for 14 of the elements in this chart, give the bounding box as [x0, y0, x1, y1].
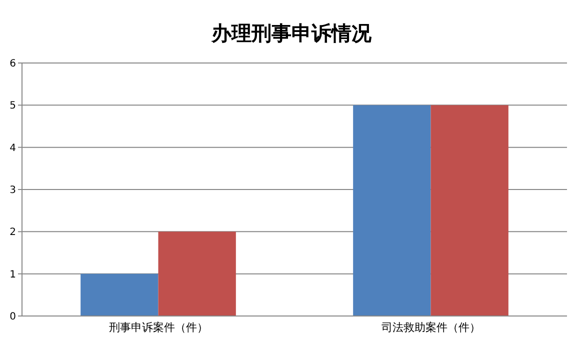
y-tick-label: 6	[10, 58, 16, 70]
x-tick-label: 司法救助案件（件）	[381, 321, 480, 334]
y-tick-label: 4	[10, 142, 16, 154]
bar	[430, 105, 508, 316]
y-tick-label: 2	[10, 227, 16, 238]
x-tick-label: 刑事申诉案件（件）	[108, 321, 208, 334]
chart-title: 办理刑事申诉情况	[210, 21, 372, 45]
bar	[353, 105, 431, 316]
bar	[158, 232, 236, 316]
y-tick-label: 0	[10, 312, 16, 322]
bar	[80, 274, 158, 316]
y-tick-label: 1	[10, 269, 16, 280]
y-tick-label: 3	[10, 185, 16, 196]
y-tick-label: 5	[10, 100, 16, 112]
